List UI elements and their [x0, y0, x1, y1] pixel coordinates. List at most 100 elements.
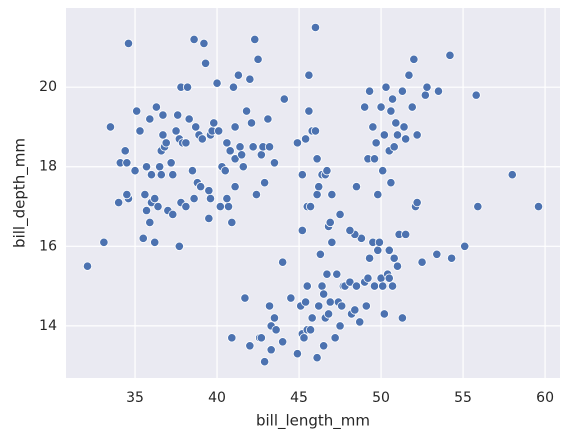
point [141, 205, 152, 216]
point [82, 261, 93, 271]
point [155, 162, 165, 172]
point [369, 281, 380, 291]
point [351, 281, 362, 291]
point [237, 150, 247, 160]
point [305, 201, 316, 212]
point [225, 146, 235, 156]
point [312, 353, 322, 363]
point [325, 217, 335, 228]
point [145, 114, 155, 124]
point [245, 341, 255, 351]
point [412, 130, 422, 140]
point [360, 102, 370, 112]
point [151, 102, 161, 112]
point [123, 38, 134, 49]
point [99, 237, 109, 247]
point [533, 201, 544, 212]
point [269, 158, 280, 168]
point [378, 166, 388, 176]
point [120, 146, 130, 156]
point [196, 182, 206, 192]
point [286, 293, 296, 303]
point [269, 313, 280, 323]
point [174, 241, 184, 251]
point [345, 277, 355, 287]
point [122, 189, 132, 200]
point [263, 114, 273, 124]
point [407, 102, 417, 112]
point [222, 193, 232, 204]
point [319, 289, 329, 299]
point [384, 273, 394, 283]
point [412, 197, 422, 208]
point [168, 170, 178, 180]
point [233, 70, 243, 80]
point [325, 297, 335, 307]
point [301, 297, 311, 307]
y-axis-label: bill_depth_mm [11, 138, 30, 248]
point [315, 249, 325, 259]
point [141, 162, 152, 172]
y-tick-label: 16 [39, 238, 57, 254]
point [378, 281, 388, 291]
point [279, 94, 289, 104]
point [182, 82, 193, 92]
point [397, 86, 407, 96]
point [299, 333, 309, 343]
point [260, 357, 270, 367]
point [310, 126, 321, 136]
point [401, 229, 411, 239]
point [381, 82, 391, 92]
point [332, 269, 342, 279]
point [292, 138, 303, 148]
point [399, 122, 409, 132]
point [158, 130, 168, 140]
point [199, 38, 209, 49]
point [264, 142, 275, 152]
x-tick-label: 40 [208, 390, 226, 406]
point [379, 130, 389, 140]
point [230, 182, 240, 192]
point [171, 126, 181, 136]
point [153, 201, 163, 212]
y-tick-label: 18 [39, 159, 57, 175]
point [307, 313, 317, 323]
point [197, 134, 207, 144]
point [246, 118, 257, 128]
point [187, 166, 198, 176]
point [292, 349, 303, 359]
point [387, 281, 398, 291]
point [473, 201, 483, 212]
point [264, 301, 275, 311]
point [389, 253, 399, 263]
point [240, 293, 250, 303]
point [384, 245, 394, 255]
point [471, 90, 481, 100]
x-tick-label: 55 [454, 390, 472, 406]
point [158, 110, 168, 120]
point [327, 237, 337, 247]
point [215, 201, 225, 212]
point [317, 281, 327, 291]
point [337, 301, 347, 311]
point [387, 94, 398, 104]
point [301, 134, 311, 144]
point [302, 281, 312, 291]
point [235, 142, 245, 152]
point [227, 333, 237, 343]
y-tick-label: 20 [39, 79, 57, 95]
point [330, 333, 340, 343]
point [297, 225, 307, 235]
point [392, 130, 403, 140]
point [391, 118, 401, 128]
point [256, 333, 266, 343]
point [422, 82, 432, 92]
point [138, 233, 148, 243]
point [161, 138, 171, 148]
point [166, 158, 176, 168]
point [374, 237, 385, 247]
y-tick-label: 14 [39, 318, 57, 334]
point [200, 58, 211, 68]
point [205, 193, 216, 204]
